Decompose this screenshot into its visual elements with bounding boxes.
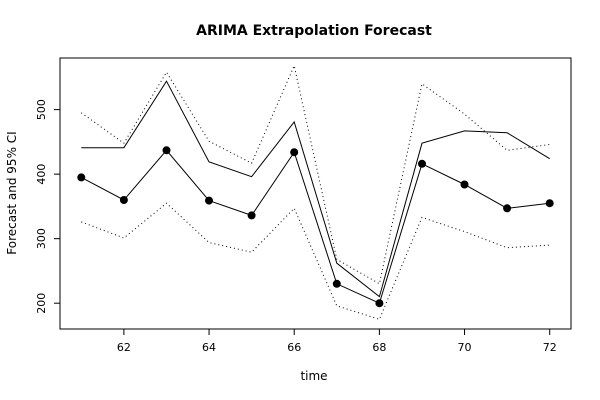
- data-point-forecast: [119, 196, 128, 204]
- data-point-forecast: [77, 173, 86, 182]
- y-tick-label: 500: [35, 99, 48, 120]
- points-layer: [77, 146, 554, 308]
- data-point-forecast: [418, 159, 426, 168]
- series-line-actual: [81, 80, 550, 298]
- chart-title: ARIMA Extrapolation Forecast: [196, 23, 432, 39]
- y-tick-label: 400: [35, 164, 48, 185]
- y-tick-label: 200: [35, 293, 48, 314]
- data-point-forecast: [162, 146, 171, 155]
- data-point-forecast: [503, 204, 512, 213]
- x-axis-title: time: [300, 369, 327, 383]
- x-tick-label: 64: [202, 341, 216, 354]
- x-axis: 62 64 66 68 70 72: [117, 329, 557, 354]
- y-axis-title: Forecast and 95% CI: [5, 131, 19, 254]
- x-tick-label: 62: [117, 341, 131, 354]
- x-tick-label: 70: [458, 341, 472, 354]
- data-point-forecast: [205, 196, 213, 205]
- data-point-forecast: [332, 279, 341, 288]
- series-layer: [81, 64, 550, 320]
- y-tick-label: 300: [35, 228, 48, 249]
- series-line-lower-95: [81, 202, 550, 320]
- y-axis: 200 300 400 500: [35, 99, 60, 314]
- plot-frame: [59, 57, 572, 330]
- x-tick-label: 72: [543, 341, 557, 354]
- x-tick-label: 68: [372, 341, 386, 354]
- data-point-forecast: [290, 148, 299, 157]
- data-point-forecast: [247, 211, 256, 220]
- data-point-forecast: [460, 180, 469, 189]
- series-line-upper-95: [81, 64, 550, 285]
- data-point-forecast: [545, 199, 554, 208]
- series-line-forecast: [81, 149, 550, 304]
- x-tick-label: 66: [287, 341, 301, 354]
- data-point-forecast: [375, 299, 384, 308]
